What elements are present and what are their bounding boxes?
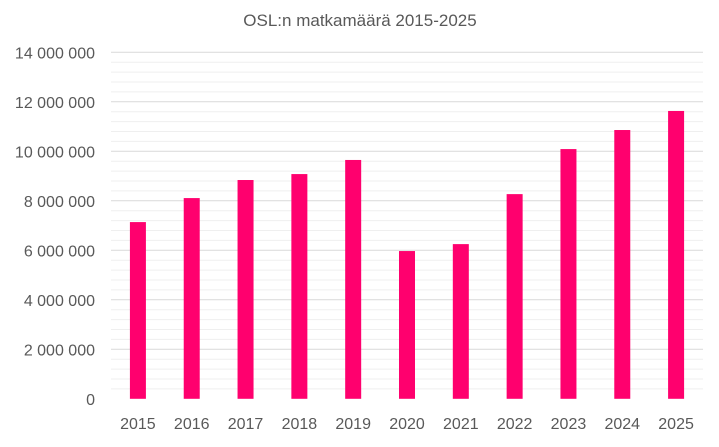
x-tick-label: 2021 bbox=[443, 416, 479, 433]
y-tick-label: 14 000 000 bbox=[15, 45, 95, 62]
x-tick-label: 2024 bbox=[604, 416, 640, 433]
bar-2023 bbox=[560, 149, 577, 399]
x-axis-ticks: 2015 2016 2017 2018 2019 2020 2021 2022 2023 2024… bbox=[120, 416, 694, 433]
bars bbox=[129, 110, 685, 399]
y-tick-label: 0 bbox=[86, 392, 95, 409]
y-tick-label: 8 000 000 bbox=[24, 194, 95, 211]
bar-2020 bbox=[399, 251, 415, 399]
x-tick-label: 2025 bbox=[658, 416, 694, 433]
bar-2015 bbox=[129, 222, 146, 399]
x-tick-label: 2018 bbox=[282, 416, 318, 433]
y-tick-label: 6 000 000 bbox=[24, 243, 95, 260]
bar-2022 bbox=[506, 194, 523, 399]
x-tick-label: 2023 bbox=[551, 416, 587, 433]
bar-2016 bbox=[183, 198, 200, 399]
y-tick-label: 4 000 000 bbox=[24, 293, 95, 310]
y-axis-ticks: 0 2 000 000 4 000 000 6 000 000 8 000 000 10 … bbox=[15, 45, 95, 409]
bar-2019 bbox=[345, 159, 362, 399]
bar-2017 bbox=[237, 180, 254, 399]
gridlines bbox=[111, 51, 703, 390]
bar-2018 bbox=[291, 174, 308, 399]
bar-2021 bbox=[452, 244, 469, 399]
x-tick-label: 2017 bbox=[228, 416, 264, 433]
bar-2025 bbox=[668, 110, 685, 399]
chart-title: OSL:n matkamäärä 2015-2025 bbox=[243, 11, 476, 30]
x-tick-label: 2022 bbox=[497, 416, 533, 433]
x-tick-label: 2016 bbox=[174, 416, 210, 433]
y-tick-label: 12 000 000 bbox=[15, 95, 95, 112]
y-tick-label: 10 000 000 bbox=[15, 144, 95, 161]
x-tick-label: 2015 bbox=[120, 416, 156, 433]
bar-2024 bbox=[614, 130, 631, 399]
y-tick-label: 2 000 000 bbox=[24, 342, 95, 359]
x-tick-label: 2019 bbox=[335, 416, 371, 433]
x-tick-label: 2020 bbox=[389, 416, 425, 433]
